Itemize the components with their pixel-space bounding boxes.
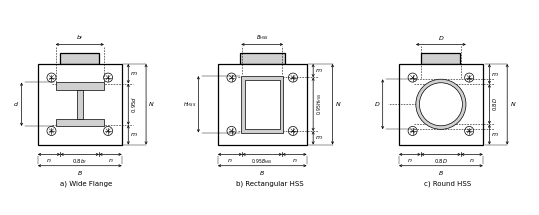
Text: c) Round HSS: c) Round HSS: [424, 180, 471, 187]
Text: $m$: $m$: [491, 71, 499, 78]
Text: $B_{HSS}$: $B_{HSS}$: [255, 33, 269, 42]
Text: $B$: $B$: [438, 169, 444, 177]
Bar: [245, 80, 280, 129]
Text: a) Wide Flange: a) Wide Flange: [60, 180, 112, 187]
Bar: [239, 52, 285, 64]
Bar: [399, 64, 483, 145]
Bar: [218, 64, 307, 145]
Text: $0.95d$: $0.95d$: [130, 96, 138, 113]
Text: $D$: $D$: [438, 34, 444, 42]
Text: $B$: $B$: [77, 169, 82, 177]
Text: $N$: $N$: [149, 100, 155, 108]
Text: $m$: $m$: [491, 131, 499, 138]
Text: $n$: $n$: [46, 157, 52, 164]
Text: $m$: $m$: [130, 131, 137, 138]
Bar: [421, 52, 460, 64]
Text: $N$: $N$: [335, 100, 342, 108]
Text: $D$: $D$: [374, 100, 381, 108]
Circle shape: [419, 83, 462, 126]
Bar: [60, 52, 99, 64]
Bar: [241, 76, 284, 133]
Bar: [56, 82, 104, 90]
Circle shape: [416, 79, 466, 129]
Text: $0.8D$: $0.8D$: [491, 97, 499, 111]
Bar: [77, 90, 83, 119]
Text: $0.95H_{HSS}$: $0.95H_{HSS}$: [315, 93, 324, 115]
Text: b) Rectangular HSS: b) Rectangular HSS: [236, 180, 303, 187]
Text: $n$: $n$: [108, 157, 113, 164]
Bar: [38, 64, 122, 145]
Text: $0.95B_{HSS}$: $0.95B_{HSS}$: [251, 157, 273, 166]
Text: $d$: $d$: [13, 100, 19, 108]
Bar: [56, 119, 104, 126]
Text: $m$: $m$: [130, 70, 137, 77]
Text: $n$: $n$: [469, 157, 475, 164]
Text: $N$: $N$: [510, 100, 516, 108]
Text: $0.8D$: $0.8D$: [434, 157, 448, 165]
Text: $n$: $n$: [407, 157, 413, 164]
Text: $0.8b_f$: $0.8b_f$: [72, 157, 87, 166]
Text: $m$: $m$: [315, 134, 322, 141]
Text: $b_f$: $b_f$: [76, 33, 84, 42]
Text: $H_{HSS}$: $H_{HSS}$: [183, 100, 196, 109]
Text: $m$: $m$: [315, 67, 322, 74]
Text: $n$: $n$: [227, 157, 233, 164]
Text: $B$: $B$: [259, 169, 265, 177]
Text: $n$: $n$: [292, 157, 297, 164]
